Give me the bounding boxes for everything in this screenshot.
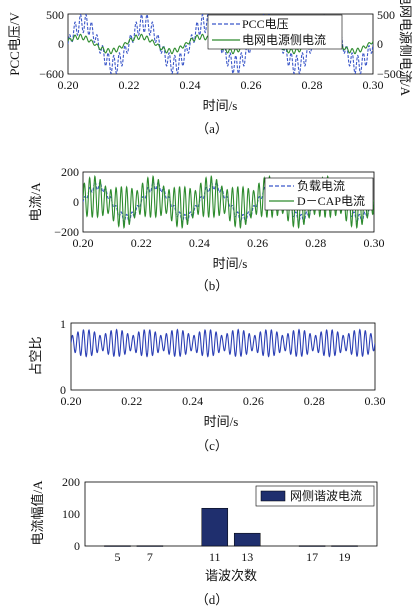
y-tick-label: −200 — [54, 225, 79, 239]
x-tick-label: 0.30 — [363, 78, 384, 92]
y-tick-label: 200 — [62, 475, 80, 489]
x-tick-label: 0.30 — [364, 236, 385, 250]
x-tick-label: 0.20 — [61, 394, 82, 408]
x-ticks-b: 0.20 0.22 0.24 0.26 0.28 0.30 — [73, 236, 385, 250]
x-ticks-a: 0.20 0.22 0.24 0.26 0.28 0.30 — [58, 78, 384, 92]
x-tick-label: 13 — [241, 550, 253, 564]
x-tick-label: 0.22 — [131, 236, 152, 250]
bars-group-d: 5 7 11 13 17 19 — [104, 507, 358, 564]
y-tick-label: 200 — [61, 165, 79, 179]
legend-a: PCC电压 电网电源侧电流 — [207, 14, 343, 50]
y-right-tick-label: 0 — [377, 37, 383, 51]
x-tick-label: 19 — [339, 550, 351, 564]
x-tick-label: 0.26 — [247, 236, 268, 250]
y-axis-label: 电流/A — [28, 182, 43, 222]
x-axis-label: 时间/s — [203, 98, 238, 113]
y-tick-label: 0 — [73, 195, 79, 209]
x-tick-label: 0.26 — [241, 78, 262, 92]
panel-caption: （c） — [196, 438, 228, 453]
legend-label-harmonic: 网侧谐波电流 — [290, 489, 362, 503]
series-line — [71, 328, 375, 358]
y-tick-label: 1 — [60, 317, 66, 331]
plot-frame-c — [70, 322, 376, 391]
panel-c: 0.20 0.22 0.24 0.26 0.28 0.30 1 0 占空比 时间/s （c… — [28, 317, 386, 453]
legend-box — [264, 177, 374, 211]
bar — [331, 545, 358, 547]
legend-box — [207, 14, 343, 50]
legend-label-load: 负载电流 — [297, 179, 345, 193]
y-tick-label: 0 — [60, 383, 66, 397]
panel-caption: （d） — [196, 592, 229, 607]
bar — [233, 532, 261, 547]
x-tick-label: 0.28 — [302, 78, 323, 92]
bar — [104, 545, 131, 547]
y-right-tick-label: 500 — [377, 8, 395, 22]
legend-label-pcc: PCC电压 — [242, 17, 289, 31]
x-tick-label: 0.28 — [305, 236, 326, 250]
x-tick-label: 0.30 — [365, 394, 386, 408]
x-tick-label: 0.24 — [189, 236, 210, 250]
legend-d: 网侧谐波电流 — [255, 485, 375, 507]
x-tick-label: 0.20 — [58, 78, 79, 92]
legend-b: 负载电流 D－CAP电流 — [264, 177, 374, 211]
series-line — [83, 175, 374, 229]
y-tick-label: 0 — [58, 37, 64, 51]
panel-a: 0.20 0.22 0.24 0.26 0.28 0.30 500 0 −600 500 … — [7, 0, 413, 136]
x-tick-label: 0.22 — [121, 394, 142, 408]
plot-frame-d — [84, 481, 378, 547]
x-axis-label: 时间/s — [213, 256, 248, 271]
bar — [136, 545, 164, 547]
x-tick-label: 7 — [147, 550, 153, 564]
panel-d: 5 7 11 13 17 19 200 100 0 电流幅值/A 谐波次数 （d） 网侧谐… — [30, 475, 378, 607]
x-tick-label: 11 — [209, 550, 221, 564]
y-axis-label: 占空比 — [28, 336, 43, 375]
y-right-axis-label: 电网电源侧电流/A — [398, 0, 413, 97]
x-tick-label: 0.28 — [304, 394, 325, 408]
x-tick-label: 0.26 — [243, 394, 264, 408]
bar — [201, 507, 229, 547]
x-tick-label: 17 — [306, 550, 318, 564]
y-axis-label: 电流幅值/A — [30, 480, 45, 546]
series-group-c — [71, 328, 375, 358]
panel-b: 0.20 0.22 0.24 0.26 0.28 0.30 200 0 −200 电流/A… — [28, 165, 385, 293]
x-tick-label: 0.22 — [119, 78, 140, 92]
bar — [298, 545, 326, 547]
panel-caption: （b） — [196, 278, 229, 293]
y-tick-label: −600 — [39, 67, 64, 81]
x-tick-label: 0.24 — [180, 78, 201, 92]
y-tick-label: 500 — [46, 8, 64, 22]
y-tick-label: 0 — [74, 539, 80, 553]
legend-label-grid: 电网电源侧电流 — [242, 33, 326, 47]
legend-swatch-harmonic — [260, 490, 286, 502]
y-axis-label: PCC电压/V — [7, 12, 22, 76]
legend-box — [255, 485, 375, 507]
x-ticks-c: 0.20 0.22 0.24 0.26 0.28 0.30 — [61, 394, 386, 408]
y-right-tick-label: −500 — [377, 67, 402, 81]
x-axis-label: 谐波次数 — [205, 568, 257, 583]
panel-caption: （a） — [196, 121, 228, 136]
legend-label-dcap: D－CAP电流 — [297, 194, 365, 208]
x-axis-label: 时间/s — [204, 414, 239, 429]
x-tick-label: 0.24 — [182, 394, 203, 408]
x-tick-label: 0.20 — [73, 236, 94, 250]
x-tick-label: 5 — [114, 550, 120, 564]
y-tick-label: 100 — [62, 507, 80, 521]
